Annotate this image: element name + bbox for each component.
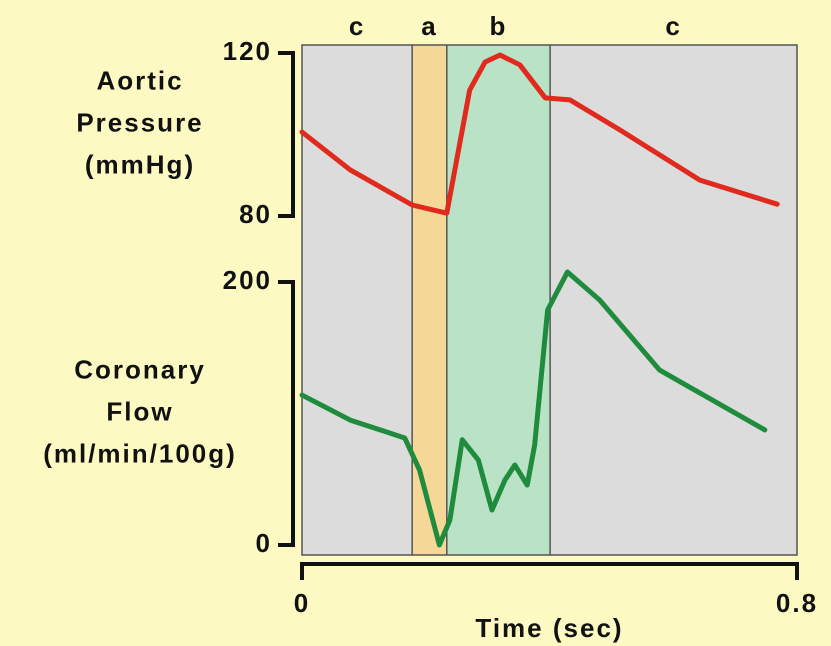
y-axis-label: Flow: [106, 396, 173, 426]
y-tick-label: 80: [239, 199, 272, 229]
line-series: [299, 52, 780, 216]
y-tick-label: 200: [223, 265, 272, 295]
x-axis-label: Time (sec): [475, 613, 623, 643]
phase-region: [550, 45, 797, 555]
phase-label: b: [490, 11, 508, 41]
phase-region: [412, 45, 447, 555]
phase-region: [302, 45, 413, 555]
phase-label: c: [349, 11, 365, 41]
line-series: [299, 269, 768, 548]
y-axis-label: Pressure: [76, 107, 203, 137]
plot-frame: [301, 44, 798, 556]
phase-label: a: [421, 11, 437, 41]
phase-label: c: [665, 11, 681, 41]
x-tick-label: 0.8: [776, 588, 818, 618]
y-tick-label: 120: [223, 36, 272, 66]
y-axis-label: Aortic: [96, 65, 183, 95]
y-tick-label: 0: [256, 528, 272, 558]
y-axis-label: (mmHg): [85, 149, 195, 179]
y-axis-label: Coronary: [74, 354, 206, 384]
x-tick-label: 0: [294, 588, 310, 618]
y-axis-label: (ml/min/100g): [43, 438, 237, 468]
